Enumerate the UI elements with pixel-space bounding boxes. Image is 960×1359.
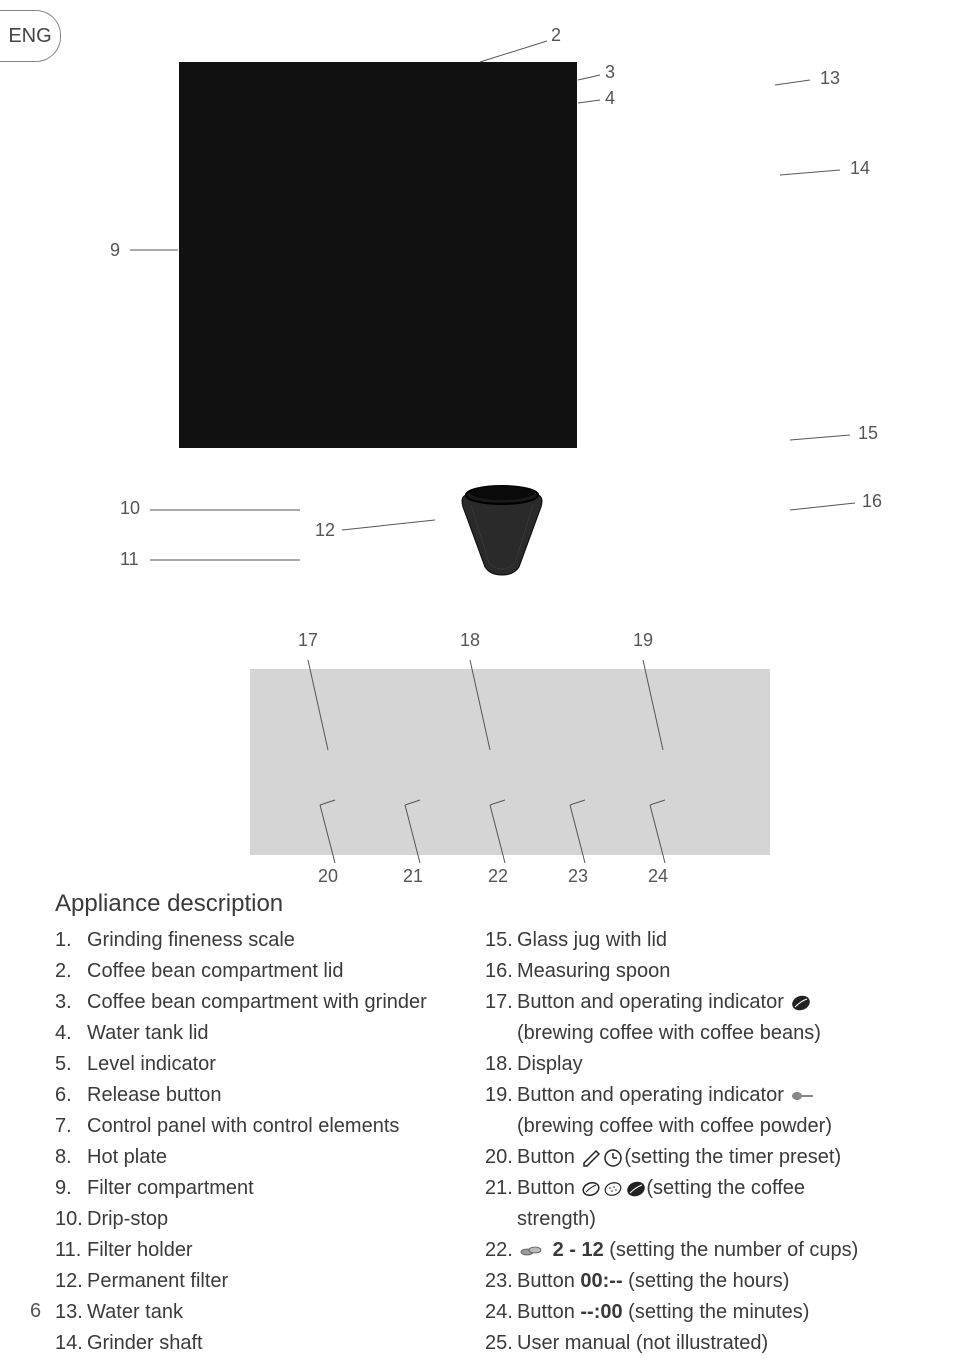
list-item: 18.Display: [485, 1049, 925, 1080]
callout-21: 21: [403, 866, 423, 887]
callout-4: 4: [605, 88, 615, 109]
list-item: 7.Control panel with control elements: [55, 1111, 485, 1142]
language-badge: ENG: [0, 10, 61, 62]
callout-2: 2: [551, 25, 561, 46]
list-item: 8.Hot plate: [55, 1142, 485, 1173]
list-item: 2.Coffee bean compartment lid: [55, 956, 485, 987]
control-panel-image: [250, 669, 770, 855]
appliance-main-image: [179, 62, 577, 448]
clock-icon: [604, 1149, 622, 1167]
callout-15: 15: [858, 423, 878, 444]
list-item: 9.Filter compartment: [55, 1173, 485, 1204]
callout-19: 19: [633, 630, 653, 651]
list-item: 6.Release button: [55, 1080, 485, 1111]
beans-dotted-icon: [604, 1181, 622, 1197]
callout-23: 23: [568, 866, 588, 887]
list-item: 11.Filter holder: [55, 1235, 485, 1266]
list-item: strength): [485, 1204, 925, 1235]
list-item: 13.Water tank: [55, 1297, 485, 1328]
spoon-icon: [791, 1090, 815, 1102]
list-item: 10.Drip-stop: [55, 1204, 485, 1235]
callout-24: 24: [648, 866, 668, 887]
list-item: 19.Button and operating indicator: [485, 1080, 925, 1111]
list-item: (brewing coffee with coffee beans): [485, 1018, 925, 1049]
list-item: 25.User manual (not illustrated): [485, 1328, 925, 1359]
callout-13: 13: [820, 68, 840, 89]
list-item: 14.Grinder shaft: [55, 1328, 485, 1359]
list-item: 5.Level indicator: [55, 1049, 485, 1080]
description-columns: 1.Grinding fineness scale2.Coffee bean c…: [55, 925, 925, 1359]
callout-18: 18: [460, 630, 480, 651]
list-item: 20.Button (setting the timer preset): [485, 1142, 925, 1173]
callout-22: 22: [488, 866, 508, 887]
callout-9: 9: [110, 240, 120, 261]
cups-icon: [519, 1244, 545, 1258]
list-item: 1.Grinding fineness scale: [55, 925, 485, 956]
section-title: Appliance description: [55, 890, 283, 918]
callout-16: 16: [862, 491, 882, 512]
bean-icon: [791, 995, 811, 1011]
list-item: 16.Measuring spoon: [485, 956, 925, 987]
callout-17: 17: [298, 630, 318, 651]
permanent-filter-image: [435, 485, 570, 577]
bean-outline-icon: [582, 1181, 600, 1197]
list-item: 4.Water tank lid: [55, 1018, 485, 1049]
bean-solid-icon: [626, 1181, 644, 1197]
callout-12: 12: [315, 520, 335, 541]
callout-10: 10: [120, 498, 140, 519]
callout-3: 3: [605, 62, 615, 83]
list-item: 22. 2 - 12 (setting the number of cups): [485, 1235, 925, 1266]
list-item: 21.Button (setting the coffee: [485, 1173, 925, 1204]
callout-20: 20: [318, 866, 338, 887]
list-item: 15.Glass jug with lid: [485, 925, 925, 956]
callout-14: 14: [850, 158, 870, 179]
list-item: (brewing coffee with coffee powder): [485, 1111, 925, 1142]
description-right-column: 15.Glass jug with lid16.Measuring spoon1…: [485, 925, 925, 1359]
list-item: 12.Permanent filter: [55, 1266, 485, 1297]
list-item: 24.Button --:00 (setting the minutes): [485, 1297, 925, 1328]
list-item: 17.Button and operating indicator: [485, 987, 925, 1018]
page-number: 6: [30, 1300, 41, 1323]
pencil-icon: [582, 1149, 600, 1167]
list-item: 23.Button 00:-- (setting the hours): [485, 1266, 925, 1297]
description-left-column: 1.Grinding fineness scale2.Coffee bean c…: [55, 925, 485, 1359]
list-item: 3.Coffee bean compartment with grinder: [55, 987, 485, 1018]
callout-11: 11: [120, 549, 139, 570]
